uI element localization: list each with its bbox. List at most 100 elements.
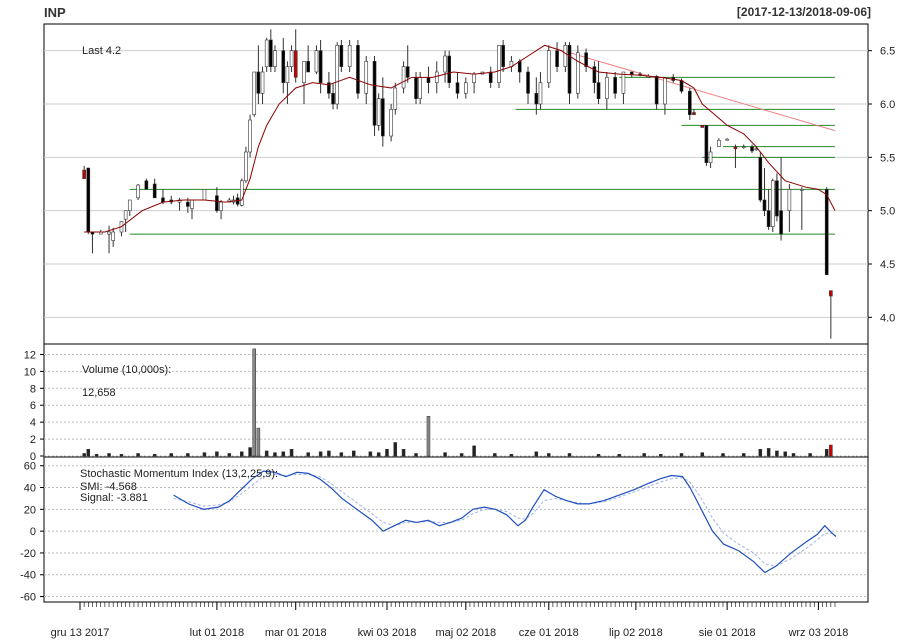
candle-body (381, 98, 385, 137)
candle-body (679, 80, 684, 92)
volume-bar (741, 453, 746, 457)
x-tick-label: maj 02 2018 (436, 627, 497, 639)
candle-body (376, 98, 381, 126)
candle-body (190, 199, 194, 209)
candle-body (219, 201, 223, 211)
candle-body (779, 210, 783, 235)
moving-average-line (84, 44, 836, 233)
volume-bar (758, 448, 763, 457)
candle-body (281, 50, 286, 83)
volume-tick-label: 12 (24, 349, 36, 361)
candle-body (414, 77, 418, 99)
candle-body (186, 201, 190, 207)
candle-body (800, 189, 804, 191)
candle-body (215, 195, 219, 211)
volume-bar (256, 427, 261, 457)
volume-bar (119, 454, 124, 457)
price-tick-label: 4.0 (880, 312, 895, 324)
smi-value-label: SMI: -4.568 (80, 481, 137, 493)
volume-label: Volume (10,000s): (82, 364, 171, 376)
candle-body (347, 45, 352, 67)
volume-bar (775, 450, 779, 457)
candle-body (758, 157, 763, 201)
x-tick-label: lip 02 2018 (609, 627, 663, 639)
candle-body (372, 61, 377, 126)
volume-bar (679, 453, 684, 457)
candle-body (318, 50, 323, 83)
candle-body (401, 66, 406, 89)
x-tick-label: gru 13 2017 (51, 627, 110, 639)
volume-bar (82, 453, 86, 457)
candle-body (700, 125, 705, 128)
smi-tick-label: -60 (20, 592, 36, 604)
volume-bar (829, 444, 833, 457)
candle-body (82, 169, 86, 179)
candle-body (393, 87, 398, 110)
candle-body (239, 180, 244, 206)
volume-bar (700, 452, 705, 457)
volume-bar (318, 451, 323, 457)
volume-bar (306, 452, 310, 457)
candle-body (426, 77, 431, 83)
candle-body (339, 45, 344, 67)
candle-body (621, 71, 626, 94)
candle-body (314, 50, 319, 73)
candle-body (725, 138, 729, 141)
smi-panel (43, 456, 869, 603)
volume-bar (721, 453, 725, 457)
signal-value-label: Signal: -3.881 (80, 492, 148, 504)
volume-bar (273, 452, 277, 457)
candle-body (688, 90, 692, 115)
volume-bar (289, 448, 294, 457)
candle-body (663, 77, 667, 105)
volume-bar (227, 453, 232, 457)
candle-body (123, 210, 128, 220)
candle-body (356, 45, 360, 94)
candle-body (766, 210, 771, 227)
volume-bar (86, 448, 91, 457)
candle-body (331, 93, 335, 105)
candle-body (447, 55, 452, 83)
candle-body (293, 50, 298, 78)
candle-body (443, 55, 447, 73)
volume-bar (617, 454, 622, 457)
volume-bar (791, 453, 796, 457)
volume-bar (766, 448, 771, 457)
volume-tick-label: 8 (30, 383, 36, 395)
volume-bar (414, 453, 418, 457)
candle-body (256, 71, 261, 94)
candle-body (248, 119, 252, 153)
candle-body (741, 146, 746, 148)
candle-body (144, 180, 149, 190)
candle-body (501, 45, 505, 67)
candle-body (555, 50, 559, 67)
candle-body (273, 50, 277, 67)
candle-body (654, 75, 659, 105)
x-tick-label: lut 01 2018 (190, 627, 244, 639)
price-tick-label: 6.5 (880, 46, 895, 58)
volume-bar (327, 450, 331, 457)
volume-bar (824, 448, 829, 457)
candle-body (405, 66, 410, 78)
candle-body (497, 45, 501, 83)
volume-bar (169, 453, 174, 457)
candle-body (567, 45, 572, 94)
candle-body (576, 52, 580, 94)
volume-bar (252, 348, 256, 457)
smi-tick-label: -40 (20, 570, 36, 582)
candle-body (252, 71, 257, 115)
candle-body (596, 82, 601, 99)
candle-body (260, 71, 265, 94)
candle-body (584, 52, 588, 67)
volume-tick-label: 10 (24, 366, 36, 378)
candle-body (824, 189, 829, 275)
candle-body (717, 139, 721, 147)
x-tick-label: cze 01 2018 (519, 627, 579, 639)
x-tick-label: wrz 03 2018 (787, 627, 848, 639)
volume-bar (426, 415, 431, 457)
candle-body (302, 61, 306, 83)
volume-bar (281, 451, 286, 457)
candle-body (605, 77, 609, 99)
candle-body (111, 231, 115, 241)
volume-bar (642, 453, 646, 457)
